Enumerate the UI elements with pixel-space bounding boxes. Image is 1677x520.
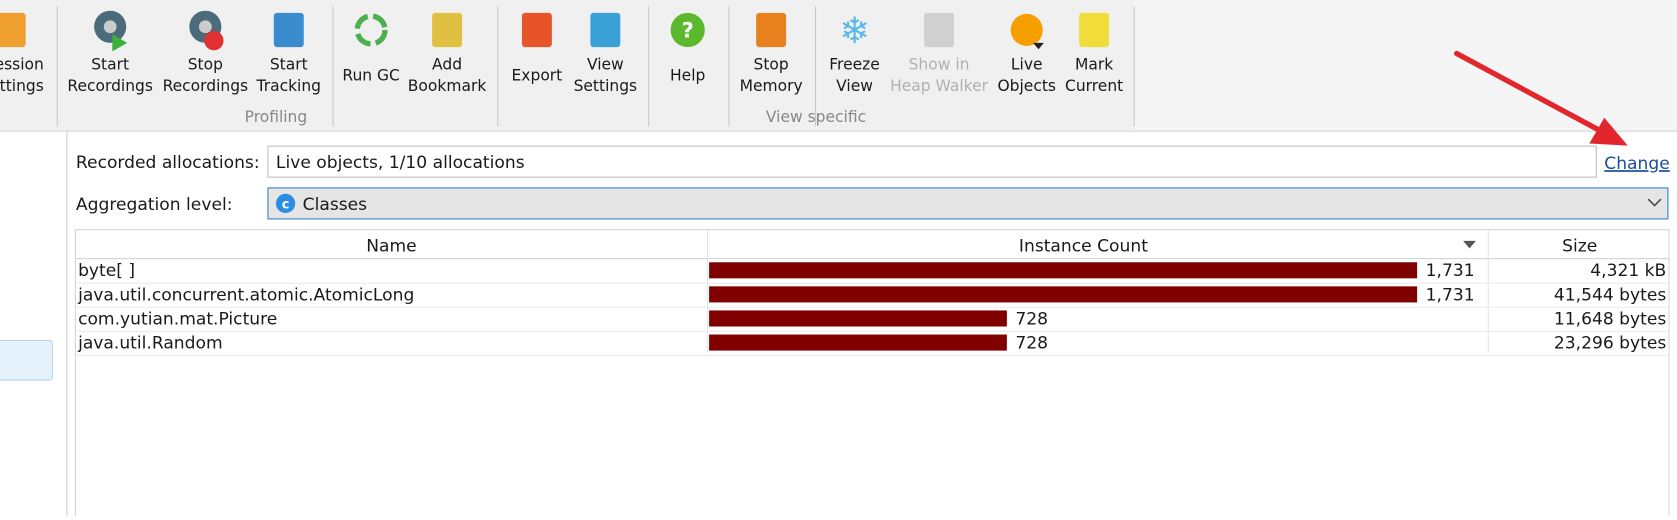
field-value: Live objects, 1/10 allocations xyxy=(276,153,525,173)
toolbar-button[interactable]: Start Recordings xyxy=(67,10,153,95)
count-bar xyxy=(709,310,1007,327)
cell-count: 728 xyxy=(1015,333,1048,353)
icon xyxy=(756,12,787,48)
icon xyxy=(273,12,304,48)
icon xyxy=(198,20,212,34)
button-label: Objects xyxy=(997,77,1056,95)
button-label: ession xyxy=(0,56,44,74)
cell-count: 1,731 xyxy=(1426,261,1475,281)
icon xyxy=(0,12,26,48)
toolbar-button[interactable]: Add Bookmark xyxy=(408,12,487,95)
button-label: Freeze xyxy=(829,56,880,74)
icon xyxy=(432,12,463,48)
toolbar-button[interactable]: ❄ Freeze View xyxy=(829,9,880,95)
side-selection[interactable] xyxy=(0,339,53,381)
button-label: Recordings xyxy=(163,77,249,95)
count-bar xyxy=(709,286,1418,303)
toolbar-button: Show in Heap Walker xyxy=(890,12,989,95)
cell-name[interactable]: com.yutian.mat.Picture xyxy=(78,309,277,329)
field-label: Recorded allocations: xyxy=(76,153,260,173)
button-label: Current xyxy=(1065,77,1123,95)
button-label: Heap Walker xyxy=(890,77,989,95)
icon: ? xyxy=(681,18,693,43)
button-label: Mark xyxy=(1075,56,1113,74)
cell-size: 23,296 bytes xyxy=(1554,333,1666,353)
button-label: Add xyxy=(432,56,462,74)
cell-size: 41,544 bytes xyxy=(1554,285,1666,305)
button-label: Tracking xyxy=(256,77,322,95)
toolbar-button[interactable]: Live Objects xyxy=(997,13,1056,95)
icon: ❄ xyxy=(839,9,869,52)
combo-box[interactable] xyxy=(267,187,1669,220)
button-label: Show in xyxy=(909,56,970,74)
icon xyxy=(521,12,552,48)
count-bar xyxy=(709,334,1007,351)
button-label: ettings xyxy=(0,77,44,95)
field-label: Aggregation level: xyxy=(76,195,233,215)
toolbar-button[interactable]: ? Help xyxy=(670,12,705,84)
column-header[interactable]: Instance Count xyxy=(1019,237,1148,257)
button-label: Export xyxy=(512,66,563,84)
button-label: View xyxy=(836,77,873,95)
toolbar-button[interactable]: Run GC xyxy=(342,13,400,84)
change-link[interactable]: Change xyxy=(1604,154,1669,174)
icon xyxy=(354,13,388,47)
cell-size: 11,648 bytes xyxy=(1554,309,1666,329)
toolbar-button[interactable]: Stop Memory xyxy=(740,12,803,95)
class-icon-letter: c xyxy=(282,198,290,213)
button-label: Stop xyxy=(188,56,223,74)
icon xyxy=(924,12,955,48)
cell-name[interactable]: java.util.concurrent.atomic.AtomicLong xyxy=(77,285,414,305)
button-label: Help xyxy=(670,66,705,84)
toolbar-button[interactable]: Start Tracking xyxy=(256,12,322,95)
toolbar-button[interactable]: Stop Recordings xyxy=(163,10,249,95)
cell-name[interactable]: java.util.Random xyxy=(77,333,223,353)
icon xyxy=(590,12,621,48)
class-icon xyxy=(275,193,296,214)
button-label: Memory xyxy=(740,77,803,95)
cell-count: 728 xyxy=(1015,309,1048,329)
toolbar-button[interactable]: Export xyxy=(512,12,563,84)
icon xyxy=(204,31,224,51)
button-label: Start xyxy=(270,56,308,74)
icon xyxy=(670,12,705,48)
combo-chevron xyxy=(1647,198,1662,207)
toolbar-button[interactable]: Mark Current xyxy=(1065,12,1123,95)
button-label: Bookmark xyxy=(408,77,487,95)
toolbar-button[interactable]: View Settings xyxy=(574,12,638,95)
icon xyxy=(1079,12,1110,48)
icon xyxy=(1010,13,1043,47)
combo-value: Classes xyxy=(303,195,368,215)
button-label: Stop xyxy=(754,56,789,74)
button-label: View xyxy=(587,56,624,74)
button-label: Live xyxy=(1011,56,1043,74)
sort-indicator xyxy=(1463,240,1476,249)
icon xyxy=(112,34,128,52)
group-label: View specific xyxy=(766,108,866,126)
button-label: Run GC xyxy=(342,66,399,84)
text-field xyxy=(267,145,1597,178)
toolbar-button[interactable]: ession ettings xyxy=(0,12,44,95)
button-label: Recordings xyxy=(67,77,153,95)
button-label: Settings xyxy=(574,77,638,95)
cell-name[interactable]: byte[ ] xyxy=(78,261,135,281)
cell-count: 1,731 xyxy=(1426,285,1475,305)
icon xyxy=(1033,42,1044,50)
icon xyxy=(103,20,117,34)
annotation-arrow xyxy=(1454,50,1628,146)
column-header[interactable]: Name xyxy=(366,237,416,257)
toolbar-empty xyxy=(1133,0,1677,131)
cell-size: 4,321 kB xyxy=(1590,261,1666,281)
button-label: Start xyxy=(91,56,129,74)
group-label: Profiling xyxy=(245,108,308,126)
column-header[interactable]: Size xyxy=(1562,237,1597,257)
count-bar xyxy=(709,262,1418,279)
